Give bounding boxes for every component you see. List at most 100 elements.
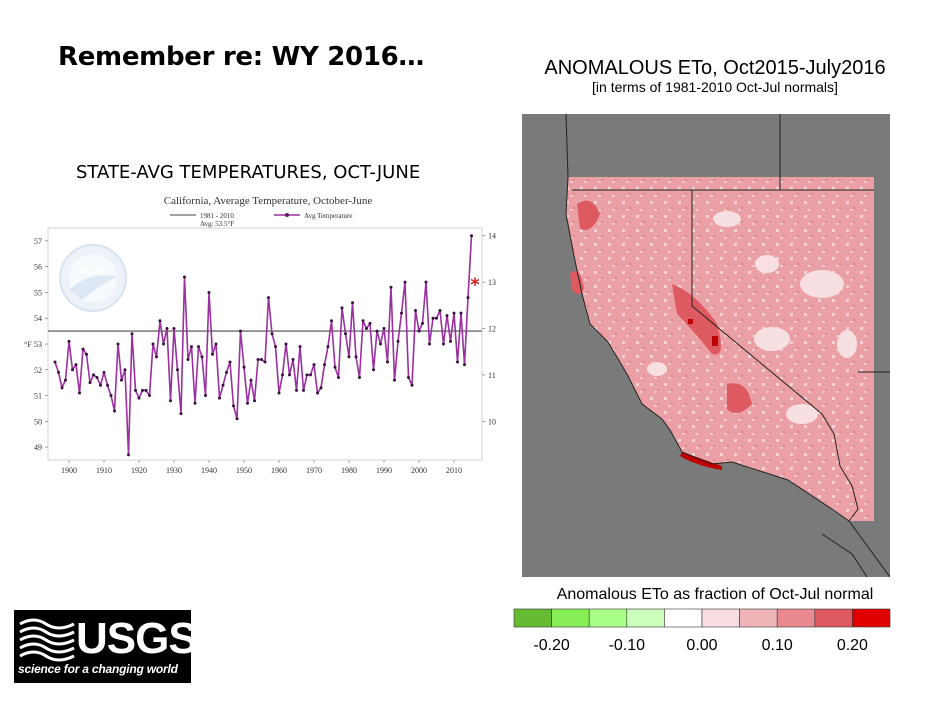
data-point — [172, 327, 176, 331]
data-point — [358, 376, 361, 380]
colorbar-swatch — [551, 608, 590, 628]
x-tick-label: 1920 — [131, 466, 147, 475]
data-point — [333, 365, 337, 369]
y-tick-label-left: 49 — [34, 443, 42, 452]
data-point — [81, 347, 85, 351]
colorbar-tick-label: -0.20 — [533, 637, 570, 654]
data-point — [368, 321, 372, 325]
data-point — [302, 388, 305, 392]
y-tick-label-left: 51 — [34, 392, 42, 401]
data-point — [221, 383, 225, 387]
data-point — [470, 234, 473, 238]
data-point — [193, 401, 197, 405]
data-point — [165, 327, 169, 331]
x-tick-label: 1900 — [61, 466, 77, 475]
noaa-watermark: NOAA — [59, 244, 127, 312]
data-point — [256, 357, 260, 361]
data-point — [340, 306, 344, 310]
data-point — [428, 342, 431, 346]
x-tick-label: 1980 — [341, 466, 357, 475]
data-point — [113, 409, 116, 413]
y-axis-label-left: °F — [24, 340, 32, 349]
data-point — [120, 378, 123, 382]
colorbar-tick-label: 0.10 — [761, 637, 793, 654]
data-point — [456, 360, 459, 364]
data-point — [442, 342, 445, 346]
y-tick-label-right: 10 — [488, 417, 496, 426]
y-tick-label-left: 56 — [34, 263, 42, 272]
colorbar — [513, 608, 891, 628]
data-point — [288, 373, 291, 377]
data-point — [260, 357, 263, 361]
data-point — [386, 360, 389, 364]
data-point — [361, 319, 365, 323]
x-tick-label: 2010 — [446, 466, 462, 475]
data-point — [298, 345, 302, 349]
colorbar-tick-label: -0.10 — [608, 637, 646, 654]
y-tick-label-right: 12 — [488, 325, 496, 334]
colorbar-swatch — [852, 608, 891, 628]
data-point — [116, 342, 120, 346]
data-point — [466, 296, 470, 300]
map-title: ANOMALOUS ETo, Oct2015-July2016 — [544, 57, 886, 79]
data-point — [459, 311, 463, 315]
x-tick-label: 1970 — [306, 466, 322, 475]
y-tick-label-left: 53 — [34, 340, 42, 349]
data-point — [123, 368, 127, 372]
y-tick-label-right: 11 — [488, 371, 496, 380]
data-point — [239, 329, 242, 333]
data-point — [148, 394, 151, 398]
data-point — [382, 327, 386, 331]
x-tick-label: 2000 — [411, 466, 427, 475]
eto-anomaly-map — [522, 114, 890, 577]
x-tick-label: 1990 — [376, 466, 392, 475]
data-point — [95, 376, 99, 380]
chart-axes: 49 50 51 52 53 54 55 56 57 10 11 12 13 14 1900 1910 1920… — [24, 227, 496, 475]
data-point — [242, 365, 246, 369]
colorbar-swatch — [739, 608, 778, 628]
data-point — [421, 321, 424, 325]
data-point — [92, 373, 95, 377]
y-tick-label-left: 54 — [34, 314, 42, 323]
data-point — [438, 308, 442, 312]
data-point — [291, 357, 295, 361]
data-point — [235, 417, 239, 421]
temperature-panel-title: STATE-AVG TEMPERATURES, OCT-JUNE — [76, 162, 421, 183]
data-point — [246, 401, 249, 405]
data-point — [431, 316, 435, 320]
data-point — [284, 342, 288, 346]
slide-title: Remember re: WY 2016… — [58, 42, 425, 72]
data-point — [57, 370, 60, 374]
data-point — [263, 360, 267, 364]
data-point — [60, 386, 64, 390]
data-point — [253, 399, 256, 403]
data-point — [424, 280, 428, 284]
data-point — [197, 345, 200, 349]
data-point — [312, 363, 316, 367]
data-point — [305, 373, 309, 377]
data-point — [218, 396, 221, 400]
data-point — [190, 345, 193, 349]
legend-series-marker — [285, 213, 289, 217]
usgs-tagline: science for a changing world — [18, 662, 178, 676]
colorbar-swatch — [626, 608, 665, 628]
data-point — [351, 301, 354, 305]
data-point — [176, 368, 179, 372]
data-point — [64, 378, 67, 382]
data-point — [435, 316, 438, 320]
data-point — [155, 355, 158, 359]
data-point — [319, 386, 323, 390]
colorbar-swatch — [664, 608, 703, 628]
data-point — [137, 396, 141, 400]
map-subtitle: [in terms of 1981-2010 Oct-Jul normals] — [592, 79, 838, 95]
data-point — [127, 453, 130, 457]
data-point — [109, 394, 113, 398]
data-point — [88, 381, 92, 385]
x-tick-label: 1910 — [96, 466, 112, 475]
data-point — [393, 378, 396, 382]
colorbar-swatch — [701, 608, 740, 628]
chart-plot-area: * — [48, 234, 482, 457]
data-point — [354, 355, 358, 359]
data-point — [372, 368, 375, 372]
data-point — [71, 368, 74, 372]
